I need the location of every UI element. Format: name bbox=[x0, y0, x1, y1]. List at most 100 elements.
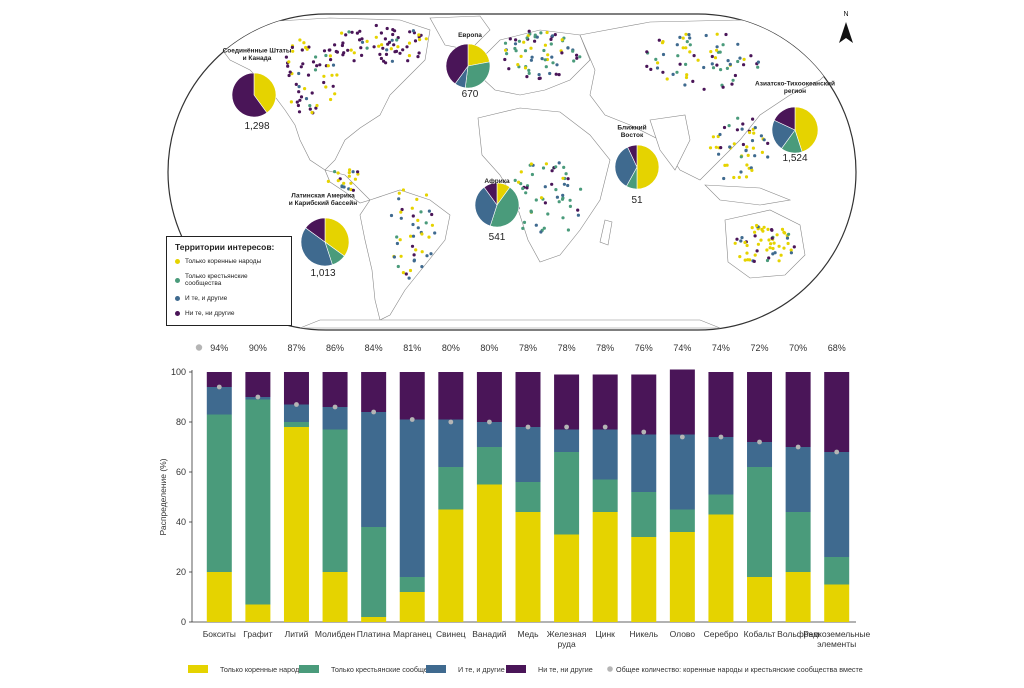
site-dot bbox=[374, 23, 378, 28]
site-dot bbox=[411, 29, 415, 33]
map-legend-label: Только крестьянские сообщества bbox=[185, 273, 248, 287]
site-dot bbox=[692, 54, 696, 58]
site-dot bbox=[306, 73, 311, 77]
site-dot bbox=[561, 216, 565, 220]
site-dot bbox=[654, 57, 658, 62]
site-dot bbox=[715, 45, 719, 49]
site-dot bbox=[751, 117, 755, 121]
bar-segment bbox=[747, 577, 773, 622]
site-dot bbox=[735, 128, 740, 132]
x-tick-label: Редкоземельные bbox=[803, 629, 870, 639]
pie-slice bbox=[489, 186, 520, 228]
site-dot bbox=[719, 146, 723, 150]
bar-segment bbox=[708, 514, 734, 622]
site-dot bbox=[342, 181, 346, 185]
site-dot bbox=[401, 48, 405, 52]
site-dot bbox=[766, 155, 770, 159]
site-dot bbox=[380, 43, 384, 47]
site-dot bbox=[519, 54, 523, 59]
greenland-shape bbox=[429, 15, 491, 51]
site-dot bbox=[549, 37, 553, 42]
legend-swatch-icon bbox=[175, 259, 180, 264]
bar-segment bbox=[361, 412, 387, 527]
site-dot bbox=[310, 110, 314, 115]
site-dot bbox=[578, 55, 582, 59]
site-dot bbox=[340, 31, 344, 35]
site-dot bbox=[551, 61, 555, 65]
site-dot bbox=[314, 55, 318, 59]
site-dot bbox=[524, 191, 528, 195]
legend-swatch-icon bbox=[175, 296, 180, 301]
site-dot bbox=[767, 238, 771, 242]
bar-segment bbox=[283, 404, 309, 422]
site-dot bbox=[746, 153, 750, 157]
site-dot bbox=[430, 212, 434, 217]
site-dot bbox=[760, 150, 765, 154]
x-tick-label: Олово bbox=[670, 629, 696, 639]
site-dot bbox=[537, 73, 541, 77]
region-name: и Канада bbox=[243, 55, 272, 62]
site-dot bbox=[755, 249, 759, 253]
site-dot bbox=[539, 196, 544, 200]
site-dot bbox=[347, 174, 351, 178]
site-dot bbox=[535, 35, 539, 39]
site-dot bbox=[412, 253, 416, 257]
combined-share-label: 94% bbox=[210, 343, 228, 353]
site-dot bbox=[756, 242, 761, 246]
site-dot bbox=[360, 53, 364, 58]
site-dot bbox=[390, 38, 394, 42]
site-dot bbox=[749, 166, 753, 170]
bar-segment bbox=[669, 532, 695, 622]
site-dot bbox=[287, 60, 291, 64]
site-dot bbox=[660, 41, 665, 45]
legend-swatch-icon bbox=[188, 665, 208, 673]
bar-segment bbox=[554, 429, 580, 452]
region-name: Восток bbox=[621, 132, 644, 139]
site-dot bbox=[661, 70, 665, 74]
site-dot bbox=[675, 70, 679, 74]
site-dot bbox=[702, 65, 706, 70]
site-dot bbox=[395, 38, 399, 42]
site-dot bbox=[409, 234, 413, 238]
site-dot bbox=[396, 264, 400, 269]
site-dot bbox=[550, 34, 555, 38]
site-dot bbox=[555, 195, 560, 199]
pie-slice bbox=[253, 72, 277, 114]
x-tick-label: Кобальт bbox=[744, 629, 776, 639]
site-dot bbox=[529, 46, 533, 50]
site-dot bbox=[355, 31, 359, 35]
combined-share-label: 78% bbox=[596, 343, 614, 353]
map-legend-item: Только коренные народы bbox=[175, 258, 283, 265]
y-tick-label: 20 bbox=[176, 567, 186, 577]
site-dot bbox=[416, 55, 420, 59]
bar-segment bbox=[245, 372, 271, 397]
combined-share-point bbox=[834, 449, 840, 455]
site-dot bbox=[379, 31, 383, 35]
site-dot bbox=[753, 154, 757, 158]
indonesia-shape bbox=[704, 184, 792, 206]
bar-segment bbox=[747, 467, 773, 577]
site-dot bbox=[397, 191, 401, 195]
site-dot bbox=[414, 248, 418, 252]
site-dot bbox=[350, 30, 354, 34]
site-dot bbox=[571, 49, 575, 53]
site-dot bbox=[297, 85, 301, 89]
site-dot bbox=[554, 165, 558, 169]
site-dot bbox=[391, 32, 395, 37]
site-dot bbox=[314, 106, 318, 110]
site-dot bbox=[393, 29, 397, 33]
bar-segment bbox=[206, 387, 232, 415]
site-dot bbox=[349, 181, 353, 185]
region-name: и Карибский бассейн bbox=[289, 199, 357, 207]
site-dots bbox=[284, 23, 796, 280]
bar-segment bbox=[438, 372, 464, 420]
site-dot bbox=[561, 176, 565, 180]
site-dot bbox=[645, 50, 649, 54]
site-dot bbox=[765, 258, 770, 263]
site-dot bbox=[688, 50, 692, 54]
site-dot bbox=[762, 225, 766, 229]
site-dot bbox=[714, 145, 718, 149]
x-tick-label: Литий bbox=[285, 629, 309, 639]
bar-segment bbox=[322, 429, 348, 572]
